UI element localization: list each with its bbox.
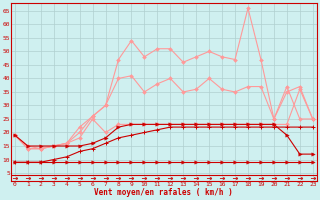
X-axis label: Vent moyen/en rafales ( km/h ): Vent moyen/en rafales ( km/h )	[94, 188, 233, 197]
